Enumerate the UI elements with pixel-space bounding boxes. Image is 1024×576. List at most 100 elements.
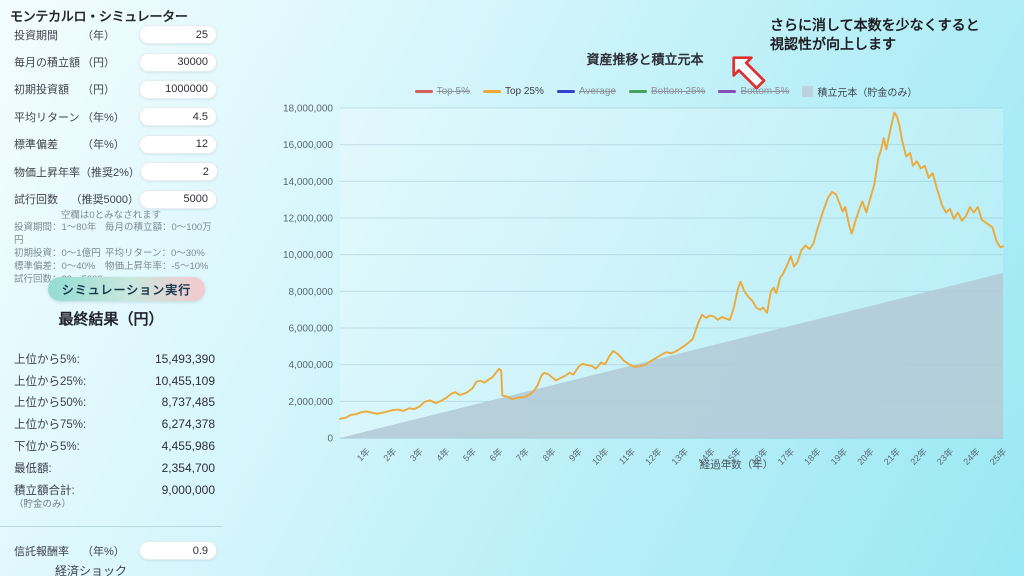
result-row: 上位から25%: 10,455,109 — [0, 370, 222, 392]
parameter-form: 投資期間（年）毎月の積立額（円）初期投資額（円）平均リターン（年%）標準偏差（年… — [0, 21, 222, 213]
field-unit: （円） — [82, 57, 115, 70]
svg-text:11年: 11年 — [616, 446, 637, 467]
settings-panel: モンテカルロ・シミュレーター 投資期間（年）毎月の積立額（円）初期投資額（円）平… — [0, 0, 222, 576]
panel-divider — [0, 526, 222, 527]
result-row: 上位から75%: 6,274,378 — [0, 413, 222, 435]
svg-text:2年: 2年 — [381, 446, 399, 464]
form-row: 信託報酬率 （年%） — [0, 537, 222, 564]
result-label: 最低額: — [14, 462, 52, 475]
svg-text:0: 0 — [327, 434, 333, 445]
field-unit: （年） — [82, 29, 115, 42]
field-input-1[interactable] — [139, 52, 217, 72]
result-value: 10,455,109 — [154, 373, 215, 388]
field-label: 信託報酬率 — [14, 545, 69, 558]
legend-swatch — [802, 86, 814, 97]
results-list: 上位から5%: 15,493,390 上位から25%: 10,455,109 上位から5… — [0, 348, 222, 501]
fee-input[interactable] — [139, 541, 217, 561]
field-unit: （円） — [82, 84, 115, 97]
svg-text:13年: 13年 — [669, 446, 690, 467]
legend-item-top25[interactable]: Top 25% — [482, 86, 544, 97]
svg-text:5年: 5年 — [460, 446, 478, 464]
field-unit: （年%） — [82, 139, 125, 152]
result-row: 積立額合計: 9,000,000 — [0, 479, 222, 501]
app-title: モンテカルロ・シミュレーター — [10, 9, 188, 24]
svg-text:20年: 20年 — [855, 446, 876, 467]
field-input-5[interactable] — [139, 162, 218, 182]
svg-text:4,000,000: 4,000,000 — [289, 360, 334, 371]
legend-swatch — [414, 90, 433, 93]
field-input-0[interactable] — [139, 25, 217, 45]
result-label: 上位から25%: — [14, 375, 87, 388]
legend-swatch — [628, 90, 647, 93]
svg-text:8年: 8年 — [540, 446, 558, 464]
results-heading: 最終結果（円） — [58, 311, 164, 328]
svg-text:24年: 24年 — [961, 446, 982, 467]
field-label: 平均リターン — [14, 111, 80, 124]
legend-swatch — [556, 90, 575, 93]
svg-text:17年: 17年 — [775, 446, 796, 467]
result-row: 上位から50%: 8,737,485 — [0, 392, 222, 414]
svg-text:25年: 25年 — [987, 446, 1008, 467]
result-value: 15,493,390 — [154, 351, 215, 366]
economic-shock-label: 経済ショック — [55, 564, 128, 576]
legend-item-bottom5[interactable]: Bottom 5% — [718, 86, 789, 97]
legend-label: Top 25% — [504, 86, 544, 97]
field-unit: （年%） — [82, 545, 125, 558]
result-label: 積立額合計: — [14, 484, 75, 497]
legend-label: Top 5% — [436, 86, 470, 97]
field-input-2[interactable] — [139, 79, 217, 99]
svg-text:6年: 6年 — [487, 446, 505, 464]
svg-text:12年: 12年 — [642, 446, 663, 467]
annotation-arrow-icon — [732, 56, 766, 90]
annotation-note: さらに消して本数を少なくすると 視認性が向上します — [770, 17, 980, 52]
blank-note: 空欄は0とみなされます — [60, 210, 162, 221]
hint-row: 初期投資：0～1億円 平均リターン：0～30% — [14, 248, 205, 259]
form-row: 物価上昇年率 （推奨2%） — [0, 158, 222, 185]
legend-item-積立元本貯金のみ[interactable]: 積立元本（貯金のみ） — [802, 84, 917, 99]
svg-text:18,000,000: 18,000,000 — [283, 104, 333, 115]
field-input-6[interactable] — [139, 189, 217, 209]
field-input-3[interactable] — [139, 107, 217, 127]
form-row: 平均リターン （年%） — [0, 103, 222, 130]
legend-label: Bottom 25% — [650, 86, 706, 97]
legend-label: Bottom 5% — [740, 86, 790, 97]
result-value: 8,737,485 — [161, 395, 215, 410]
results-note: （貯金のみ） — [14, 499, 72, 510]
svg-text:2,000,000: 2,000,000 — [289, 397, 334, 408]
legend-item-bottom25[interactable]: Bottom 25% — [628, 86, 706, 97]
svg-text:22年: 22年 — [908, 446, 929, 467]
result-value: 2,354,700 — [161, 460, 215, 475]
svg-text:9年: 9年 — [566, 446, 584, 464]
field-label: 試行回数 — [14, 194, 58, 207]
result-row: 最低額: 2,354,700 — [0, 457, 222, 479]
field-input-4[interactable] — [139, 134, 217, 154]
form-row: 毎月の積立額 （円） — [0, 48, 222, 75]
form-row: 初期投資額 （円） — [0, 76, 222, 103]
field-unit: （年%） — [82, 111, 125, 124]
result-label: 上位から5%: — [14, 353, 80, 366]
svg-text:1年: 1年 — [354, 446, 372, 464]
fee-form: 信託報酬率 （年%） — [0, 537, 222, 564]
legend-item-average[interactable]: Average — [556, 86, 616, 97]
field-label: 物価上昇年率 — [14, 166, 80, 179]
form-row: 標準偏差 （年%） — [0, 131, 222, 158]
legend-label: 積立元本（貯金のみ） — [817, 88, 918, 99]
result-label: 下位から5%: — [14, 441, 80, 454]
svg-text:8,000,000: 8,000,000 — [289, 287, 334, 298]
svg-text:21年: 21年 — [881, 446, 902, 467]
legend-label: Average — [578, 86, 616, 97]
result-value: 6,274,378 — [161, 417, 215, 432]
svg-text:12,000,000: 12,000,000 — [283, 214, 333, 225]
svg-text:経過年数（年）: 経過年数（年） — [700, 458, 774, 471]
hint-row: 投資期間：1～80年 毎月の積立額：0～100万円 — [14, 222, 212, 246]
run-simulation-button[interactable]: シミュレーション実行 — [48, 277, 205, 301]
svg-text:4年: 4年 — [434, 446, 452, 464]
form-row: 投資期間 （年） — [0, 21, 222, 48]
legend-swatch — [482, 90, 501, 93]
svg-text:23年: 23年 — [934, 446, 955, 467]
svg-text:10年: 10年 — [589, 446, 610, 467]
result-label: 上位から75%: — [14, 419, 87, 432]
legend-item-top5[interactable]: Top 5% — [414, 86, 470, 97]
hint-row: 標準偏差：0～40% 物価上昇年率：-5～10% — [14, 261, 209, 272]
result-value: 9,000,000 — [161, 482, 215, 497]
